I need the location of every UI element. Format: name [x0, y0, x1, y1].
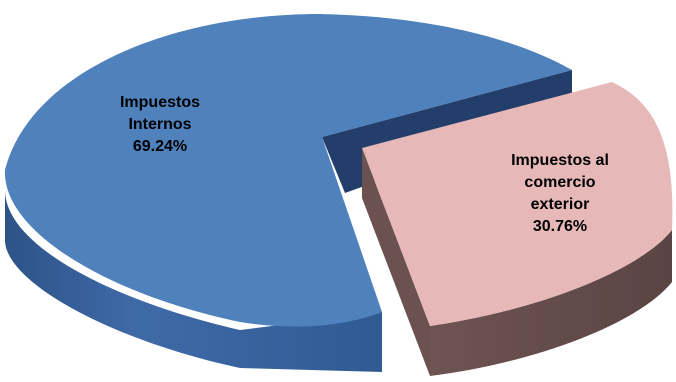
label-impuestos-internos-line-1: Impuestos [119, 94, 200, 111]
slice-comercio-exterior-side [430, 230, 672, 376]
slice-impuestos-comercio-exterior [362, 82, 673, 376]
label-impuestos-internos-line-2: Internos [128, 116, 192, 133]
slice-comercio-exterior-inner-face [362, 148, 430, 376]
label-comercio-exterior-line-1: Impuestos al [511, 152, 609, 169]
label-comercio-exterior-line-2: comercio [524, 174, 596, 191]
label-impuestos-internos: Impuestos Internos 69.24% [95, 92, 225, 158]
label-comercio-exterior-line-3: exterior [530, 196, 590, 213]
label-impuestos-internos-value: 69.24% [132, 138, 188, 155]
slice-comercio-exterior-top [362, 82, 673, 326]
slice-impuestos-internos-top [4, 14, 573, 327]
slice-impuestos-internos-side [5, 190, 382, 372]
label-comercio-exterior-value: 30.76% [532, 218, 588, 235]
label-comercio-exterior: Impuestos al comercio exterior 30.76% [490, 150, 630, 238]
